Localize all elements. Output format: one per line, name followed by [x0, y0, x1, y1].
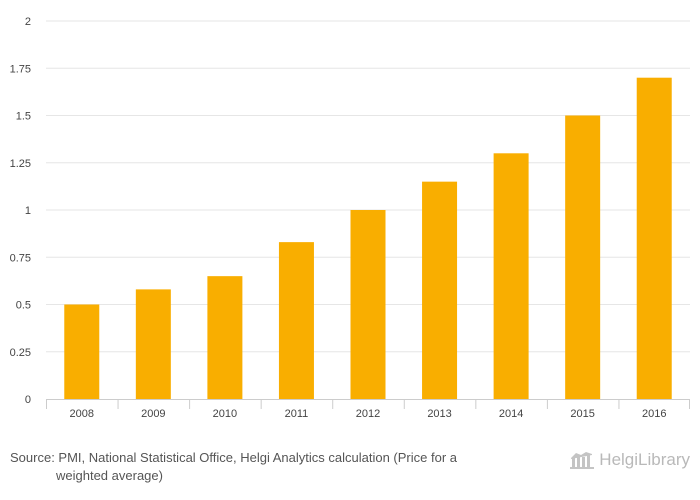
- bar-2010[interactable]: [207, 276, 243, 399]
- source-line-1: Source: PMI, National Statistical Office…: [10, 450, 458, 465]
- y-tick-label: 1.75: [10, 63, 31, 75]
- x-tick-label: 2009: [141, 408, 165, 420]
- x-tick-label: 2008: [70, 408, 94, 420]
- y-tick-label: 0.75: [10, 252, 31, 264]
- y-tick-label: 0: [25, 394, 31, 406]
- source-note: Source: PMI, National Statistical Office…: [10, 449, 530, 485]
- bar-series: [64, 77, 672, 400]
- x-tick-label: 2011: [285, 408, 309, 420]
- x-tick-label: 2016: [642, 408, 666, 420]
- y-tick-label: 1: [25, 205, 31, 217]
- x-tick-label: 2012: [356, 408, 380, 420]
- bar-2016[interactable]: [636, 77, 672, 399]
- y-tick-label: 2: [25, 16, 31, 28]
- y-tick-label: 0.5: [16, 300, 31, 312]
- bar-2008[interactable]: [64, 304, 100, 400]
- source-line-2: weighted average): [56, 468, 163, 483]
- x-tick-label: 2015: [570, 408, 594, 420]
- bar-2012[interactable]: [350, 210, 386, 399]
- x-axis: 2008 2009 2010 2011 2012 2013 2014 2015 2016: [46, 399, 690, 420]
- bar-2013[interactable]: [422, 181, 458, 399]
- x-tick-label: 2014: [499, 408, 523, 420]
- y-tick-label: 1.5: [16, 111, 31, 123]
- x-tick-label: 2010: [213, 408, 237, 420]
- bar-2011[interactable]: [278, 242, 314, 399]
- bar-2009[interactable]: [135, 289, 171, 399]
- y-axis: 0 0.25 0.5 0.75 1 1.25 1.5 1.75 2: [10, 16, 31, 406]
- x-tick-label: 2013: [427, 408, 451, 420]
- bar-2015[interactable]: [565, 115, 601, 400]
- logo-text: HelgiLibrary: [599, 450, 690, 469]
- y-tick-label: 1.25: [10, 158, 31, 170]
- library-building-icon: [570, 452, 595, 469]
- y-tick-label: 0.25: [10, 347, 31, 359]
- helgi-library-logo[interactable]: HelgiLibrary: [569, 450, 690, 470]
- bar-2014[interactable]: [493, 153, 529, 399]
